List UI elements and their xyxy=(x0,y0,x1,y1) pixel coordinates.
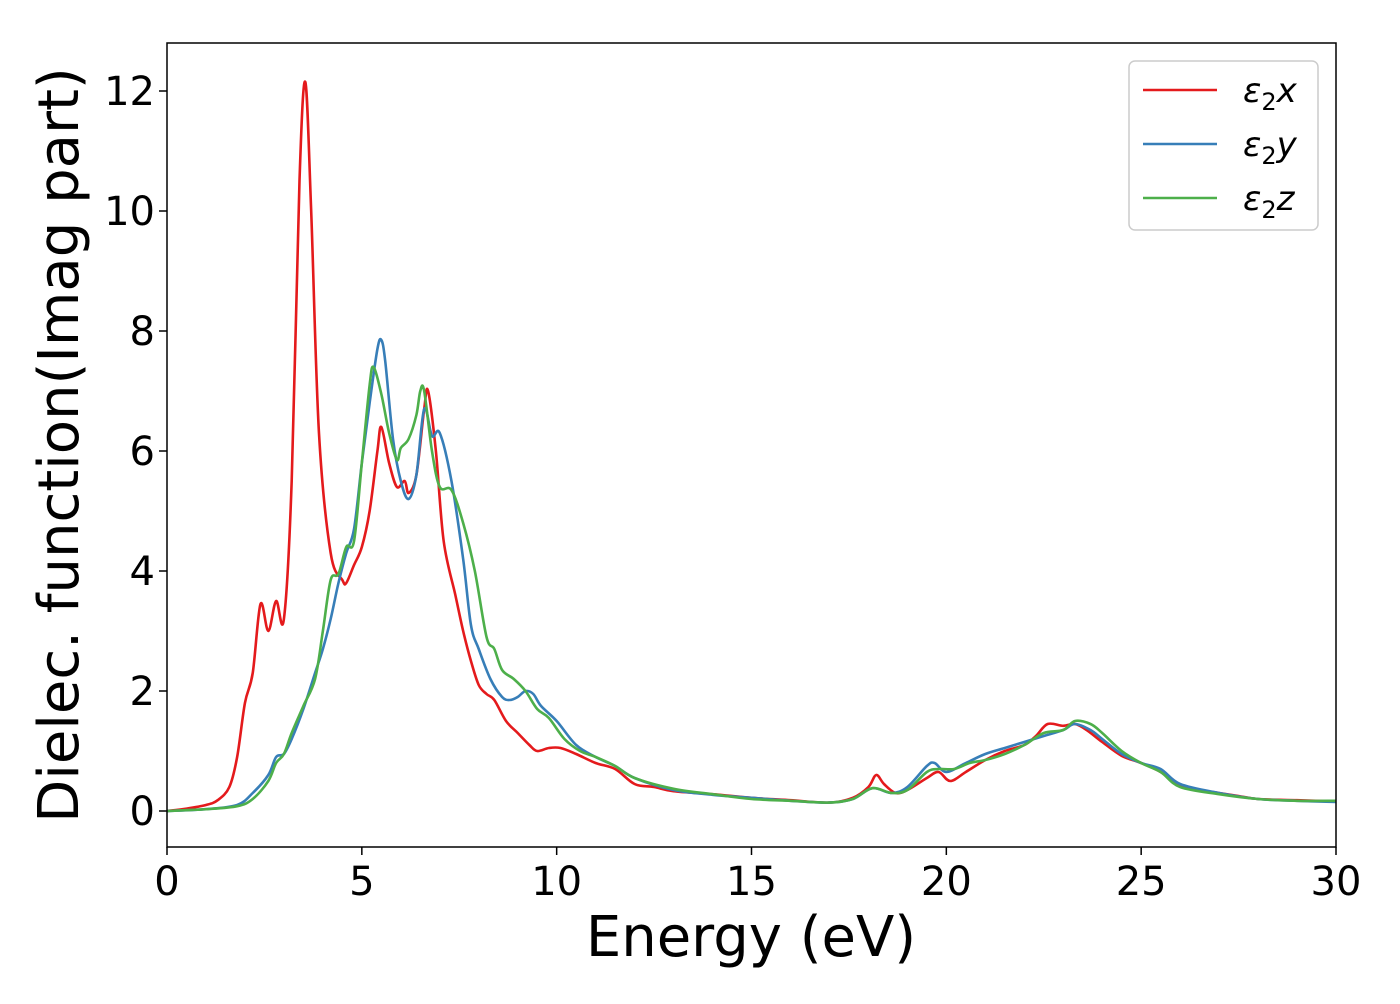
x-tick-label: 5 xyxy=(349,859,374,905)
x-axis-label: Energy (eV) xyxy=(586,905,916,970)
legend-label-z: ε2z xyxy=(1243,179,1296,224)
x-tick-label: 10 xyxy=(531,859,582,905)
legend: ε2x ε2y ε2z xyxy=(1128,60,1319,231)
y-tick-label: 4 xyxy=(130,549,155,595)
series-line-x xyxy=(166,80,1337,813)
legend-label-x: ε2x xyxy=(1243,71,1298,116)
y-tick-label: 8 xyxy=(130,309,155,355)
series-line-z xyxy=(166,365,1337,813)
series-layer xyxy=(166,80,1337,813)
x-tick-label: 30 xyxy=(1311,859,1362,905)
x-tick-label: 20 xyxy=(921,859,972,905)
x-tick-label: 0 xyxy=(154,859,179,905)
x-tick-label: 15 xyxy=(726,859,777,905)
ticks-layer: 0 5 10 15 20 25 30 0 2 4 6 8 10 12 xyxy=(104,69,1361,905)
legend-box xyxy=(1128,60,1319,231)
y-tick-label: 0 xyxy=(130,789,155,835)
legend-label-y: ε2y xyxy=(1243,125,1298,170)
plot-frame xyxy=(166,42,1337,848)
y-tick-label: 6 xyxy=(130,429,155,475)
y-axis-label: Dielec. function(Imag part) xyxy=(27,67,92,823)
x-tick-label: 25 xyxy=(1116,859,1167,905)
y-tick-label: 12 xyxy=(104,69,155,115)
y-tick-label: 2 xyxy=(130,669,155,715)
y-tick-label: 10 xyxy=(104,189,155,235)
